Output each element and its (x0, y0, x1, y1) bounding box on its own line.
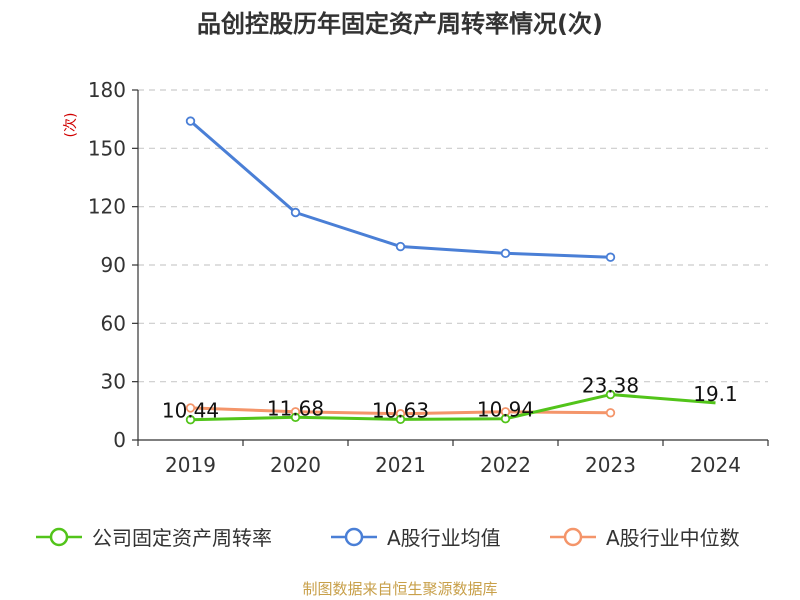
data-point (290, 412, 301, 422)
x-tick-label: 2019 (165, 453, 216, 477)
series-line (189, 119, 611, 259)
series-line (190, 393, 716, 422)
data-point (395, 241, 406, 252)
data-point (185, 116, 196, 126)
legend-label: 公司固定资产周转率 (92, 526, 272, 550)
legend-marker-icon (344, 527, 364, 547)
x-tick-label: 2024 (690, 453, 741, 477)
series-layer (185, 116, 716, 425)
data-point (605, 252, 616, 262)
legend-marker-icon (49, 527, 69, 547)
y-tick-label: 60 (101, 311, 126, 335)
data-label: 19.1 (693, 382, 738, 406)
legend-label: A股行业中位数 (606, 526, 740, 550)
series-0 (185, 389, 716, 425)
axes: 0 30 60 90 120 150 180 2019 2020 2021 2022 2023 2024 (88, 78, 769, 477)
legend[interactable]: 公司固定资产周转率 A股行业均值 A股行业中位数 (36, 526, 740, 550)
data-point (605, 408, 616, 418)
x-tick-label: 2021 (375, 453, 426, 477)
grid (138, 89, 768, 383)
data-point (500, 248, 511, 259)
legend-item-2[interactable]: A股行业中位数 (550, 526, 740, 550)
x-tick-label: 2022 (480, 453, 531, 477)
x-tick-label: 2020 (270, 453, 321, 477)
data-label: 10.63 (372, 398, 429, 422)
source-note: 制图数据来自恒生聚源数据库 (302, 580, 497, 598)
y-axis-label: (次) (63, 113, 79, 138)
legend-marker-icon (563, 527, 583, 547)
y-tick-label: 180 (88, 78, 126, 102)
data-point (395, 414, 406, 425)
data-label: 23.38 (582, 374, 639, 398)
y-tick-label: 90 (101, 253, 126, 277)
y-tick-label: 0 (113, 428, 126, 452)
y-tick-label: 120 (88, 195, 126, 219)
data-labels: 10.44 11.68 10.63 10.94 23.38 19.1 (162, 374, 738, 423)
chart-title: 品创控股历年固定资产周转率情况(次) (197, 10, 603, 38)
legend-label: A股行业均值 (387, 526, 501, 550)
data-point (185, 415, 196, 425)
y-tick-label: 30 (101, 370, 126, 394)
data-point (500, 414, 511, 424)
data-point (290, 207, 301, 218)
series-1 (185, 116, 616, 262)
y-tick-label: 150 (88, 136, 126, 160)
data-label: 11.68 (267, 396, 324, 420)
data-point (605, 389, 616, 400)
legend-item-1[interactable]: A股行业均值 (331, 526, 501, 550)
data-point (185, 403, 196, 413)
legend-item-0[interactable]: 公司固定资产周转率 (36, 526, 272, 550)
data-label: 10.94 (477, 398, 534, 422)
x-tick-label: 2023 (585, 453, 636, 477)
data-label: 10.44 (162, 399, 219, 423)
